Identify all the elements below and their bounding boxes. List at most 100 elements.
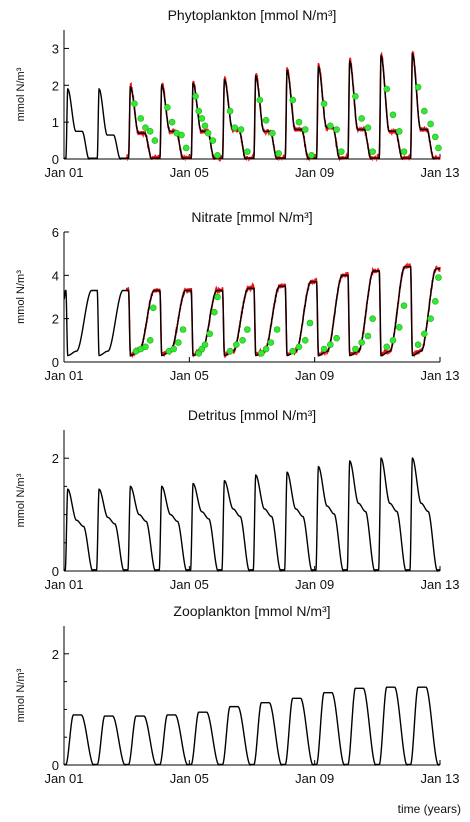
- observation-point: [256, 96, 264, 104]
- observation-point: [262, 345, 270, 353]
- x-tick-label: Jan 01: [44, 368, 83, 383]
- observation-point: [142, 343, 149, 351]
- observation-point: [421, 107, 428, 115]
- observation-point: [150, 304, 157, 312]
- observation-point: [400, 302, 408, 309]
- x-tick-label: Jan 13: [420, 771, 459, 786]
- observation-point: [195, 107, 203, 115]
- observation-point: [289, 96, 297, 104]
- y-tick-label: 2: [52, 312, 59, 327]
- observation-point: [262, 117, 270, 124]
- observation-point: [131, 100, 138, 108]
- x-tick-label: Jan 01: [44, 577, 83, 592]
- y-tick-label: 2: [52, 647, 59, 662]
- observation-point: [301, 126, 309, 133]
- observation-point: [389, 337, 397, 344]
- observation-point: [364, 332, 372, 340]
- observation-point: [237, 126, 245, 133]
- x-tick-label: Jan 09: [295, 165, 334, 180]
- y-tick-label: 2: [52, 78, 59, 93]
- x-tick-label: Jan 05: [170, 165, 209, 180]
- y-tick-label: 6: [52, 225, 59, 240]
- observation-point: [231, 124, 239, 131]
- observation-point: [295, 343, 303, 351]
- observation-point: [337, 148, 345, 155]
- observation-point: [211, 308, 218, 316]
- observation-point: [146, 128, 154, 135]
- observation-point: [175, 339, 182, 346]
- panel-title: Detritus [mmol N/m³]: [188, 407, 316, 423]
- y-tick-label: 1: [52, 115, 59, 130]
- assimilated-series-line: [125, 50, 441, 163]
- observation-point: [209, 137, 217, 144]
- panel-1: Nitrate [mmol N/m³] mmol N/m³ 0 2 4 6 Jan 01 Ja…: [15, 209, 460, 383]
- observation-point: [142, 124, 149, 131]
- panel-title: Zooplankton [mmol N/m³]: [173, 603, 330, 619]
- x-tick-label: Jan 05: [170, 368, 209, 383]
- observation-point: [306, 319, 314, 327]
- observation-point: [168, 118, 176, 126]
- observation-point: [364, 124, 372, 131]
- observation-point: [226, 347, 234, 355]
- observation-point: [333, 334, 340, 342]
- observation-point: [358, 115, 365, 122]
- panel-2: Detritus [mmol N/m³] mmol N/m³ 0 2 Jan 01 Jan…: [15, 407, 460, 592]
- y-tick-label: 2: [52, 451, 59, 466]
- y-axis-label: mmol N/m³: [15, 668, 27, 722]
- panel-title: Nitrate [mmol N/m³]: [191, 209, 312, 225]
- observation-point: [352, 345, 359, 353]
- observation-point: [275, 150, 282, 157]
- observation-point: [258, 350, 265, 357]
- observation-point: [414, 341, 422, 348]
- observation-point: [435, 274, 442, 281]
- observation-point: [414, 83, 422, 91]
- observation-point: [301, 337, 309, 344]
- observation-point: [226, 107, 234, 115]
- observation-point: [269, 129, 276, 137]
- observation-point: [395, 324, 403, 331]
- panel-3: Zooplankton [mmol N/m³] mmol N/m³ 0 2 Jan 01…: [15, 603, 460, 786]
- y-axis-label: mmol N/m³: [15, 67, 27, 121]
- observation-point: [244, 326, 251, 333]
- panel-0: Phytoplankton [mmol N/m³] mmol N/m³ 0 1 2 3 Ja…: [15, 7, 460, 180]
- observation-point: [427, 120, 434, 128]
- observation-point: [421, 330, 428, 338]
- x-tick-label: Jan 13: [420, 165, 459, 180]
- observation-point: [201, 122, 209, 130]
- observation-point: [352, 93, 359, 100]
- observation-point: [239, 337, 246, 344]
- observation-point: [320, 100, 328, 108]
- x-tick-label: Jan 09: [295, 771, 334, 786]
- observation-point: [431, 298, 439, 305]
- y-tick-label: 0: [52, 564, 59, 579]
- observation-point: [435, 144, 442, 152]
- panel-title: Phytoplankton [mmol N/m³]: [168, 7, 337, 23]
- x-tick-label: Jan 05: [170, 577, 209, 592]
- observation-point: [389, 111, 397, 119]
- observation-point: [164, 104, 171, 111]
- model-series-line: [64, 686, 440, 767]
- x-tick-label: Jan 13: [420, 368, 459, 383]
- observation-point: [369, 148, 376, 155]
- y-tick-label: 0: [52, 758, 59, 773]
- observation-point: [233, 341, 240, 348]
- observation-point: [179, 326, 187, 333]
- observation-point: [273, 326, 281, 333]
- observation-point: [182, 144, 190, 152]
- x-tick-label: Jan 09: [295, 368, 334, 383]
- observation-point: [327, 122, 334, 130]
- x-tick-label: Jan 01: [44, 771, 83, 786]
- observation-point: [383, 343, 391, 351]
- observation-point: [358, 339, 365, 346]
- observation-point: [295, 118, 303, 126]
- observation-point: [151, 137, 159, 144]
- observation-point: [333, 126, 340, 133]
- x-axis-title: time (years): [398, 802, 461, 816]
- x-tick-label: Jan 13: [420, 577, 459, 592]
- model-series-line: [64, 52, 440, 161]
- observation-point: [395, 128, 403, 135]
- observation-point: [170, 345, 177, 353]
- observation-point: [431, 133, 439, 141]
- y-axis-label: mmol N/m³: [15, 270, 27, 324]
